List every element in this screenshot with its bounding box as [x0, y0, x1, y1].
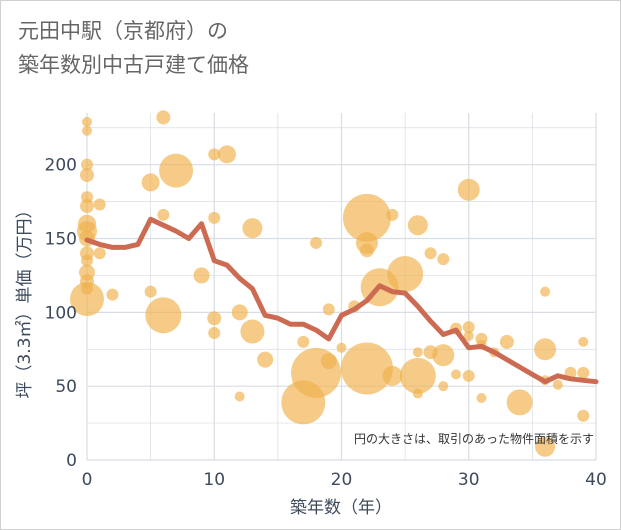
scatter-point — [451, 369, 462, 380]
chart-title-line-1: 元田中駅（京都府）の — [18, 19, 228, 43]
y-tick-label: 50 — [55, 377, 77, 397]
scatter-point — [320, 353, 337, 370]
y-tick-label: 150 — [45, 230, 77, 250]
scatter-point — [462, 369, 475, 382]
scatter-point — [93, 198, 106, 211]
scatter-point — [242, 218, 263, 239]
scatter-point — [534, 338, 557, 361]
scatter-point — [412, 347, 423, 358]
scatter-point — [424, 247, 437, 260]
scatter-point — [234, 391, 245, 402]
scatter-point — [412, 388, 423, 399]
chart-title: 元田中駅（京都府）の 築年数別中古戸建て価格 — [18, 14, 249, 82]
scatter-point — [336, 342, 347, 353]
scatter-point — [145, 297, 182, 334]
scatter-point — [217, 145, 236, 164]
scatter-point — [399, 357, 436, 394]
scatter-point — [578, 336, 589, 347]
x-tick-label: 0 — [82, 470, 93, 490]
scatter-point — [577, 366, 590, 379]
scatter-point — [386, 208, 399, 221]
scatter-point — [462, 321, 475, 334]
trend-line — [84, 216, 599, 385]
scatter-point — [476, 392, 487, 403]
scatter-point — [193, 267, 210, 284]
scatter-point — [93, 247, 106, 260]
scatter-point — [208, 148, 221, 161]
bubble-series — [70, 110, 590, 457]
scatter-point — [438, 381, 449, 392]
scatter-point — [340, 342, 393, 395]
scatter-point — [82, 125, 92, 136]
bubble-size-note: 円の大きさは、取引のあった物件面積を示す — [354, 431, 594, 446]
scatter-point — [432, 344, 455, 367]
y-tick-label: 0 — [66, 451, 77, 471]
y-axis-ticks: 0 50 100 150 200 — [45, 156, 77, 471]
x-axis-label: 築年数（年） — [290, 498, 392, 518]
scatter-point — [382, 365, 403, 386]
scatter-point — [81, 158, 93, 171]
scatter-point — [310, 236, 323, 249]
scatter-point — [540, 286, 551, 297]
scatter-point — [463, 330, 474, 341]
scatter-point — [157, 208, 170, 221]
scatter-point — [535, 436, 556, 457]
scatter-point — [80, 168, 94, 183]
scatter-point — [156, 110, 171, 125]
scatter-point — [81, 254, 93, 267]
scatter-point — [552, 379, 563, 390]
scatter-point — [207, 311, 222, 326]
scatter-point — [106, 288, 119, 301]
scatter-point — [437, 253, 450, 266]
scatter-point — [240, 319, 265, 344]
scatter-point — [208, 211, 221, 224]
scatter-point — [322, 303, 335, 316]
x-axis-ticks: 0 10 20 30 40 — [82, 470, 607, 490]
scatter-point — [407, 215, 428, 236]
scatter-point — [577, 409, 590, 422]
scatter-point — [457, 178, 480, 201]
scatter-point — [499, 334, 514, 349]
scatter-point — [141, 173, 160, 192]
scatter-point — [80, 199, 94, 214]
scatter-point — [82, 116, 92, 127]
y-axis-label: 坪（3.3㎡）単価（万円） — [15, 201, 35, 398]
y-tick-label: 100 — [45, 303, 77, 323]
scatter-point — [342, 193, 391, 242]
scatter-point — [208, 327, 221, 340]
x-tick-label: 20 — [331, 470, 353, 490]
x-tick-label: 40 — [585, 470, 607, 490]
scatter-point — [359, 243, 374, 258]
scatter-point — [257, 351, 274, 368]
scatter-point — [144, 285, 157, 298]
x-tick-label: 30 — [458, 470, 480, 490]
scatter-point — [159, 153, 194, 188]
scatter-point — [387, 255, 424, 292]
x-tick-label: 10 — [203, 470, 225, 490]
scatter-point — [231, 304, 248, 321]
scatter-point — [297, 335, 310, 348]
scatter-point — [506, 389, 533, 416]
y-tick-label: 200 — [45, 156, 77, 176]
chart-title-line-2: 築年数別中古戸建て価格 — [18, 53, 249, 77]
scatter-point — [70, 282, 104, 317]
